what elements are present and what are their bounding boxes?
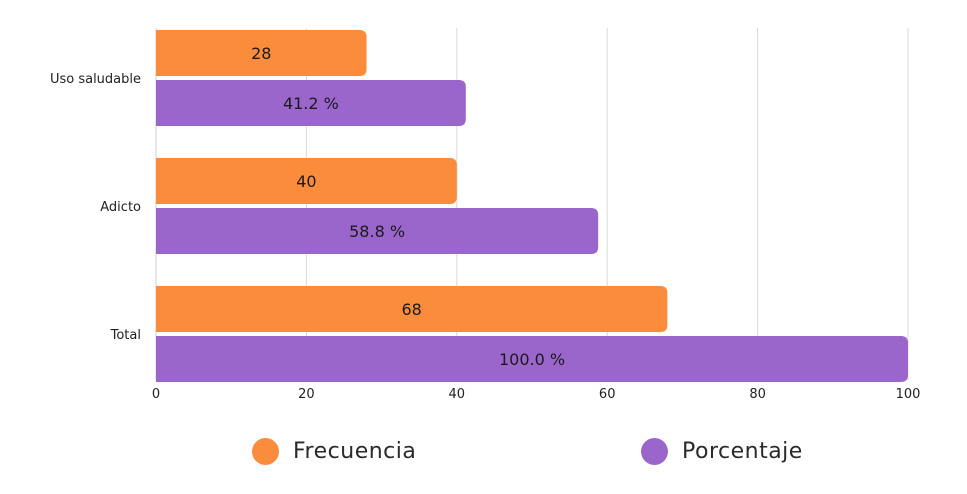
- legend: Frecuencia Porcentaje: [0, 438, 967, 478]
- x-tick-label: 100: [896, 387, 921, 402]
- category-label: Uso saludable: [50, 72, 141, 87]
- legend-item-porcentaje: Porcentaje: [641, 438, 803, 465]
- bar-frecuencia-1: [156, 158, 457, 204]
- legend-label-porcentaje: Porcentaje: [682, 439, 803, 464]
- data-label: 68: [402, 300, 422, 319]
- bar-chart: 28 41.2 % 40 58.8 % 68 100.0 % Uso saludable A…: [50, 28, 921, 402]
- category-label: Adicto: [100, 200, 141, 215]
- legend-label-frecuencia: Frecuencia: [293, 439, 417, 464]
- bar-frecuencia-0: [156, 30, 367, 76]
- x-tick-label: 80: [749, 387, 766, 402]
- legend-swatch-porcentaje: [641, 438, 668, 465]
- bar-frecuencia-2: [156, 286, 668, 332]
- x-tick-label: 0: [152, 387, 160, 402]
- legend-swatch-frecuencia: [252, 438, 279, 465]
- data-label: 41.2 %: [283, 94, 339, 113]
- category-label: Total: [110, 328, 141, 343]
- data-labels: 28 41.2 % 40 58.8 % 68 100.0 %: [251, 44, 565, 369]
- legend-item-frecuencia: Frecuencia: [252, 438, 416, 465]
- data-label: 40: [296, 172, 316, 191]
- bars: [156, 30, 908, 382]
- data-label: 100.0 %: [499, 350, 565, 369]
- data-label: 28: [251, 44, 271, 63]
- x-tick-labels: 0 20 40 60 80 100: [152, 387, 921, 402]
- bar-porcentaje-2: [156, 336, 908, 382]
- category-labels: Uso saludable Adicto Total: [50, 72, 141, 343]
- x-tick-label: 40: [449, 387, 466, 402]
- x-tick-label: 20: [298, 387, 315, 402]
- x-tick-label: 60: [599, 387, 616, 402]
- data-label: 58.8 %: [349, 222, 405, 241]
- bar-porcentaje-1: [156, 208, 599, 254]
- bar-porcentaje-0: [156, 80, 466, 126]
